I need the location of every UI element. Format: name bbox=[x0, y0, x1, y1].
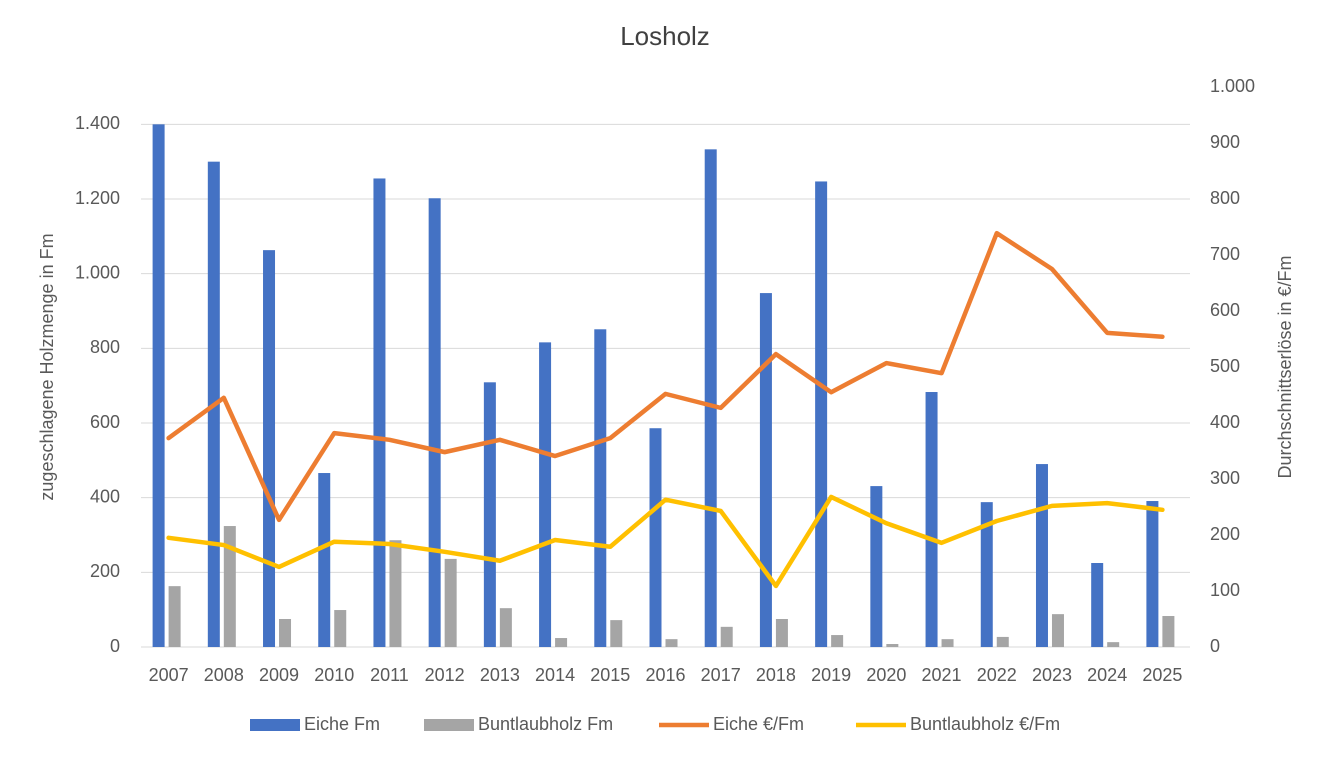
x-tick-label: 2021 bbox=[922, 665, 962, 685]
bar bbox=[334, 610, 347, 647]
y-tick-label: 800 bbox=[90, 337, 120, 357]
bar bbox=[428, 198, 441, 647]
bar bbox=[1091, 563, 1104, 647]
x-tick-label: 2016 bbox=[645, 665, 685, 685]
x-tick-label: 2010 bbox=[314, 665, 354, 685]
bar bbox=[775, 619, 788, 647]
legend-swatch bbox=[424, 719, 474, 731]
x-tick-label: 2020 bbox=[866, 665, 906, 685]
bar bbox=[1162, 616, 1175, 647]
line bbox=[166, 230, 1165, 523]
y2-tick-label: 500 bbox=[1210, 356, 1240, 376]
x-tick-label: 2024 bbox=[1087, 665, 1127, 685]
bar bbox=[831, 635, 844, 647]
chart-title: Losholz bbox=[620, 21, 710, 51]
x-tick-label: 2017 bbox=[701, 665, 741, 685]
y-tick-label: 200 bbox=[90, 561, 120, 581]
bar bbox=[759, 293, 772, 647]
bar bbox=[279, 619, 292, 647]
bar bbox=[941, 639, 954, 647]
x-tick-label: 2025 bbox=[1142, 665, 1182, 685]
bar bbox=[1146, 501, 1159, 647]
y2-tick-label: 200 bbox=[1210, 524, 1240, 544]
legend-label: Eiche €/Fm bbox=[713, 714, 804, 734]
y-tick-label: 1.400 bbox=[75, 113, 120, 133]
bar bbox=[389, 540, 402, 647]
bar bbox=[168, 586, 181, 647]
y2-tick-label: 1.000 bbox=[1210, 76, 1255, 96]
bar bbox=[373, 178, 386, 647]
bar bbox=[223, 526, 236, 647]
x-tick-label: 2014 bbox=[535, 665, 575, 685]
bar bbox=[263, 250, 276, 647]
y-tick-label: 400 bbox=[90, 486, 120, 506]
bar bbox=[1035, 464, 1048, 647]
y2-tick-label: 800 bbox=[1210, 188, 1240, 208]
bar bbox=[870, 486, 883, 647]
x-tick-label: 2013 bbox=[480, 665, 520, 685]
bar bbox=[886, 644, 899, 647]
x-tick-label: 2011 bbox=[370, 665, 409, 685]
y2-tick-label: 900 bbox=[1210, 132, 1240, 152]
x-tick-label: 2023 bbox=[1032, 665, 1072, 685]
bar bbox=[815, 181, 828, 647]
bar bbox=[594, 329, 607, 647]
bar bbox=[444, 558, 457, 647]
bar bbox=[704, 149, 717, 647]
y2-tick-label: 0 bbox=[1210, 636, 1220, 656]
legend-label: Buntlaubholz €/Fm bbox=[910, 714, 1060, 734]
y2-tick-label: 100 bbox=[1210, 580, 1240, 600]
y-tick-label: 600 bbox=[90, 412, 120, 432]
bar bbox=[610, 620, 623, 647]
bar bbox=[483, 382, 496, 647]
bar bbox=[925, 392, 938, 647]
bar bbox=[555, 638, 568, 647]
bar bbox=[1107, 642, 1120, 647]
x-tick-label: 2022 bbox=[977, 665, 1017, 685]
y-tick-label: 0 bbox=[110, 636, 120, 656]
bar bbox=[152, 124, 165, 648]
line bbox=[166, 494, 1165, 589]
bar bbox=[539, 342, 552, 647]
bar bbox=[720, 626, 733, 647]
y2-tick-label: 400 bbox=[1210, 412, 1240, 432]
x-tick-label: 2019 bbox=[811, 665, 851, 685]
bar bbox=[665, 639, 678, 647]
bar bbox=[318, 473, 331, 647]
y2-tick-label: 300 bbox=[1210, 468, 1240, 488]
x-tick-label: 2008 bbox=[204, 665, 244, 685]
y-tick-label: 1.000 bbox=[75, 262, 120, 282]
legend-swatch bbox=[250, 719, 300, 731]
x-tick-label: 2012 bbox=[425, 665, 465, 685]
bar bbox=[996, 636, 1009, 647]
bar bbox=[1051, 614, 1064, 647]
x-tick-label: 2007 bbox=[149, 665, 189, 685]
legend-label: Eiche Fm bbox=[304, 714, 380, 734]
y2-axis-label: Durchschnittserlöse in €/Fm bbox=[1275, 255, 1295, 478]
x-tick-label: 2018 bbox=[756, 665, 796, 685]
x-tick-label: 2015 bbox=[590, 665, 630, 685]
y2-tick-label: 700 bbox=[1210, 244, 1240, 264]
legend-label: Buntlaubholz Fm bbox=[478, 714, 613, 734]
y-tick-label: 1.200 bbox=[75, 188, 120, 208]
y2-tick-label: 600 bbox=[1210, 300, 1240, 320]
bar bbox=[980, 502, 993, 647]
bar bbox=[499, 608, 512, 647]
y-axis-label: zugeschlagene Holzmenge in Fm bbox=[37, 233, 57, 500]
x-tick-label: 2009 bbox=[259, 665, 299, 685]
bar bbox=[649, 428, 662, 647]
